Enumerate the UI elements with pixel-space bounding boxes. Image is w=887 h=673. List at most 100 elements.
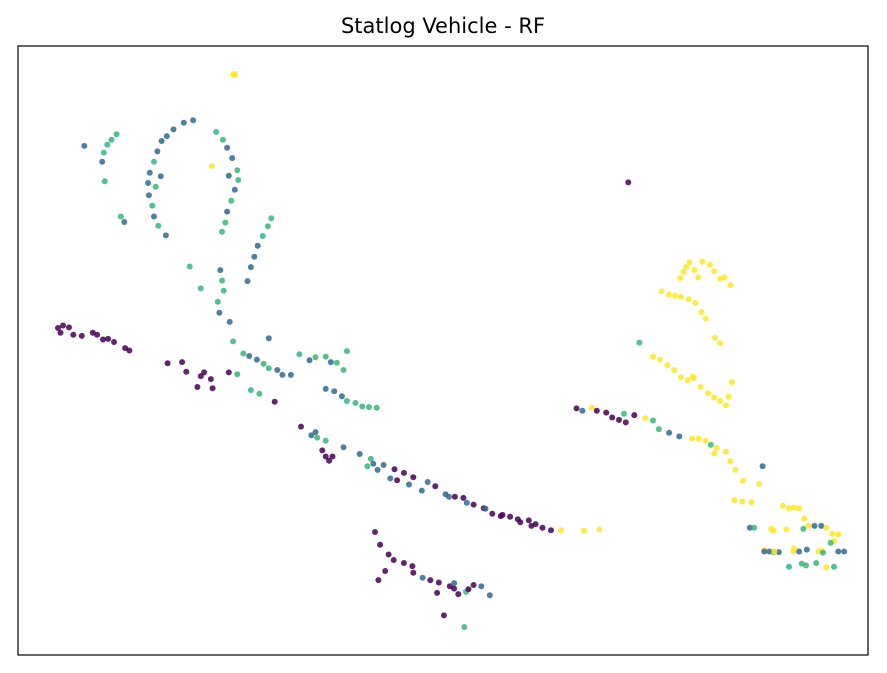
data-point	[374, 466, 381, 473]
data-point	[507, 513, 514, 520]
data-point	[482, 505, 489, 512]
data-point	[234, 371, 241, 378]
data-point	[201, 369, 208, 376]
data-point	[558, 527, 565, 534]
data-point	[225, 369, 232, 376]
data-point	[380, 462, 387, 468]
data-point	[435, 579, 442, 586]
data-point	[186, 263, 193, 270]
data-point	[636, 339, 643, 346]
data-point	[579, 407, 586, 414]
data-point	[727, 458, 734, 465]
data-point	[322, 385, 329, 392]
data-point	[823, 564, 830, 571]
data-point	[820, 549, 826, 556]
data-point	[333, 359, 340, 366]
data-point	[224, 208, 231, 215]
data-point	[372, 529, 378, 535]
data-point	[823, 524, 830, 531]
data-point	[418, 487, 425, 494]
plot-frame	[17, 45, 869, 656]
data-point	[642, 415, 649, 422]
data-point	[707, 441, 714, 448]
data-point	[746, 524, 753, 531]
data-point	[539, 524, 546, 531]
data-point	[264, 223, 271, 230]
data-point	[66, 324, 72, 331]
data-point	[222, 219, 229, 226]
data-point	[427, 577, 434, 584]
data-point	[394, 477, 401, 484]
data-point	[146, 169, 153, 176]
data-point	[259, 233, 266, 239]
data-point	[219, 277, 225, 284]
data-point	[711, 450, 718, 457]
chart-title: Statlog Vehicle - RF	[341, 14, 545, 38]
data-point	[603, 409, 610, 416]
data-point	[759, 463, 766, 470]
data-point	[410, 474, 417, 481]
data-point	[70, 331, 77, 338]
data-point	[314, 434, 321, 441]
data-point	[406, 481, 412, 488]
data-point	[400, 560, 407, 566]
data-point	[231, 186, 238, 193]
data-point	[57, 329, 64, 336]
data-point	[672, 292, 679, 299]
data-point	[151, 158, 157, 165]
data-point	[581, 527, 588, 534]
data-point	[525, 517, 532, 524]
data-point	[254, 242, 261, 249]
data-point	[287, 371, 294, 378]
data-point	[573, 405, 580, 412]
data-point	[366, 404, 372, 411]
data-point	[712, 334, 718, 341]
data-point	[796, 505, 803, 512]
data-point	[216, 309, 223, 316]
data-point	[219, 228, 225, 235]
data-point	[419, 574, 426, 581]
data-point	[228, 197, 235, 204]
data-point	[225, 172, 232, 179]
data-point	[686, 259, 693, 266]
data-point	[382, 568, 389, 574]
data-point	[664, 362, 671, 369]
data-point	[387, 475, 394, 482]
data-point	[230, 338, 237, 345]
data-point	[340, 444, 347, 451]
data-point	[470, 501, 477, 508]
data-point	[692, 300, 699, 306]
data-point	[723, 448, 729, 455]
data-point	[727, 282, 734, 289]
data-point	[791, 504, 797, 511]
data-point	[279, 371, 286, 378]
data-point	[796, 548, 803, 555]
data-point	[100, 336, 106, 343]
data-point	[338, 393, 345, 400]
data-point	[751, 524, 758, 531]
data-point	[818, 522, 825, 529]
data-point	[461, 624, 468, 630]
data-point	[410, 569, 417, 576]
data-point	[390, 557, 397, 563]
data-point	[723, 402, 729, 409]
data-point	[609, 414, 616, 421]
data-point	[721, 274, 728, 281]
data-point	[274, 367, 281, 373]
data-point	[717, 398, 724, 404]
data-point	[739, 498, 746, 505]
data-point	[695, 435, 702, 442]
data-point	[685, 296, 692, 303]
data-point	[312, 354, 319, 361]
data-point	[691, 267, 698, 274]
data-point	[256, 390, 263, 397]
data-point	[308, 432, 315, 439]
data-point	[711, 268, 718, 275]
data-point	[105, 335, 112, 342]
data-point	[224, 144, 231, 151]
data-point	[676, 433, 683, 440]
data-point	[409, 563, 416, 570]
data-point	[145, 180, 152, 186]
data-point	[666, 291, 673, 298]
data-point	[813, 560, 820, 566]
